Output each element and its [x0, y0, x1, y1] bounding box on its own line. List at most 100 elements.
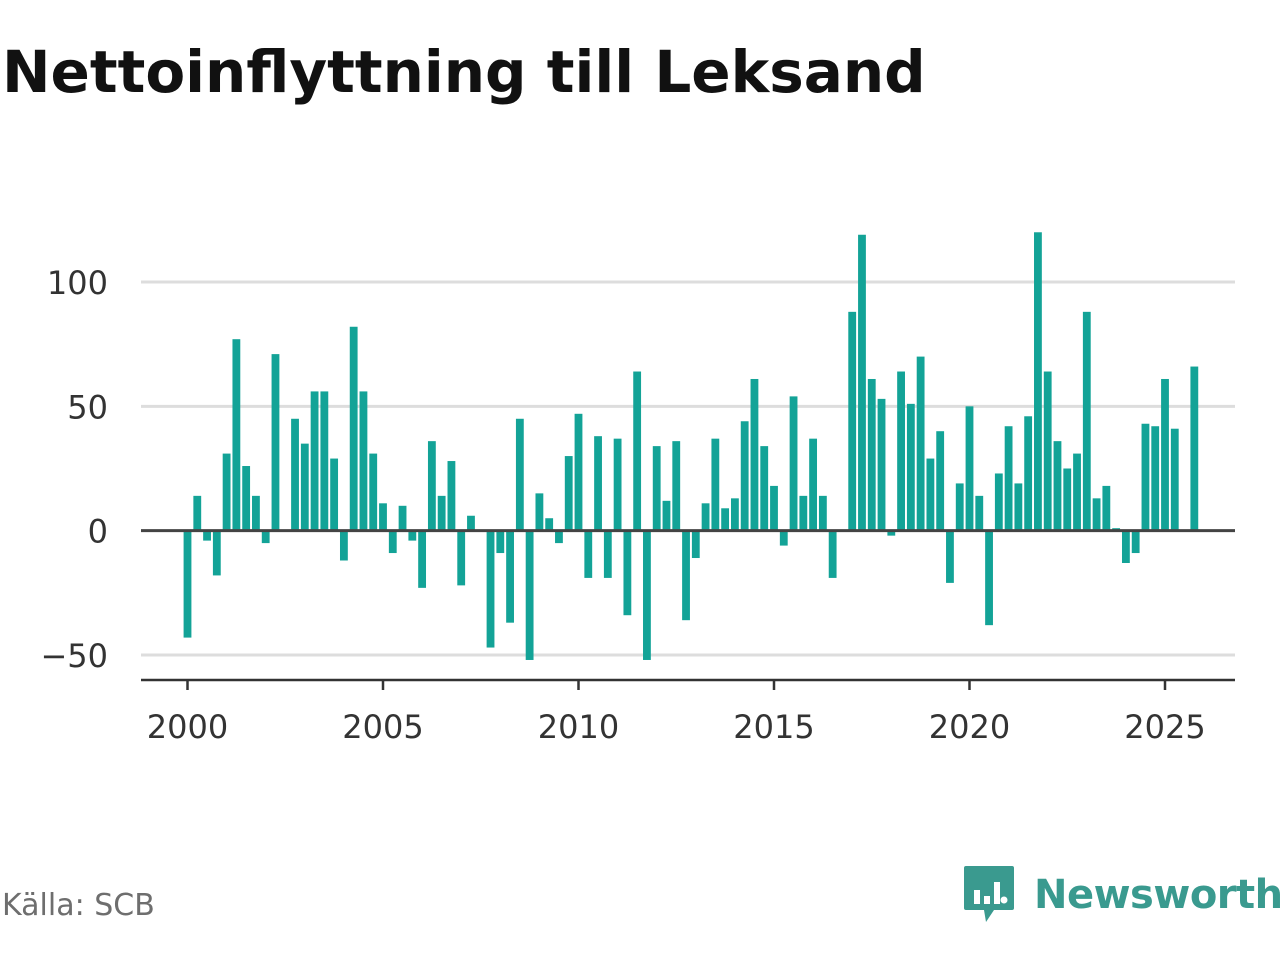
bar — [1063, 468, 1072, 531]
bar — [379, 503, 387, 531]
bar-chart: 100 50 0 −50 2000 2005 2010 2015 2020 2025 — [40, 232, 1235, 746]
bar — [359, 391, 368, 531]
bar — [564, 456, 573, 531]
y-tick-label: 50 — [67, 388, 108, 426]
bar — [1024, 416, 1033, 531]
bar — [916, 356, 925, 531]
x-tick-label: 2000 — [147, 708, 228, 746]
bar — [574, 413, 583, 531]
bar — [662, 500, 671, 531]
logo-dot — [1000, 896, 1008, 904]
bar — [1082, 311, 1091, 531]
bar — [408, 530, 417, 541]
x-axis: 2000 2005 2010 2015 2020 2025 — [141, 678, 1235, 746]
bar — [1004, 426, 1013, 531]
bar — [789, 396, 798, 531]
bar — [779, 530, 788, 546]
y-tick-label: 100 — [47, 264, 108, 302]
bar — [1014, 483, 1023, 531]
bar — [799, 495, 808, 531]
bar — [535, 493, 544, 531]
bar — [398, 505, 407, 531]
bar — [623, 530, 632, 616]
bar — [1141, 423, 1150, 531]
bar — [242, 466, 251, 531]
bar — [848, 311, 857, 531]
bar — [1102, 485, 1111, 531]
bar — [467, 515, 475, 531]
x-tick-label: 2005 — [342, 708, 423, 746]
bar — [525, 530, 534, 660]
bar — [858, 234, 866, 531]
x-tick-label: 2015 — [733, 708, 814, 746]
bar — [730, 498, 739, 531]
bar — [906, 403, 915, 531]
bar — [486, 530, 495, 648]
bar — [1073, 453, 1081, 531]
bar — [427, 441, 436, 531]
bar — [594, 436, 602, 531]
bar — [877, 398, 886, 531]
bar — [252, 495, 260, 531]
speech-bubble-shape — [964, 866, 1014, 922]
logo-bar — [994, 882, 1000, 904]
bar — [369, 453, 378, 531]
logo-bar — [984, 896, 990, 904]
bar — [203, 530, 211, 541]
bar — [300, 443, 309, 531]
bar — [457, 530, 466, 586]
bar — [1092, 498, 1101, 531]
bar — [946, 530, 954, 583]
bar — [320, 391, 329, 531]
bar — [506, 530, 514, 623]
bar — [447, 461, 456, 531]
bar — [985, 530, 993, 626]
bar — [711, 438, 720, 531]
brand-name: Newsworthy — [1034, 872, 1280, 918]
bar — [603, 530, 612, 578]
bar — [339, 530, 348, 561]
bar — [691, 530, 700, 559]
bar — [418, 530, 427, 588]
bar — [212, 530, 221, 576]
bar — [222, 453, 231, 531]
bar — [613, 438, 622, 531]
bar — [965, 406, 974, 531]
bar — [1131, 530, 1140, 554]
bar — [760, 446, 769, 531]
bar — [291, 418, 299, 531]
bar — [887, 530, 896, 536]
y-tick-label: 0 — [88, 513, 108, 551]
y-axis: 100 50 0 −50 — [40, 264, 108, 675]
bar — [310, 391, 319, 531]
bar — [955, 483, 964, 531]
bar — [867, 378, 876, 531]
chart-title: Nettoinflyttning till Leksand — [2, 38, 926, 106]
bar — [1034, 232, 1042, 531]
bar — [975, 495, 984, 531]
bar — [555, 530, 563, 544]
x-tick-label: 2010 — [538, 708, 619, 746]
bar — [1151, 426, 1160, 531]
bar — [388, 530, 397, 554]
bar — [721, 508, 730, 531]
bar — [1043, 371, 1052, 531]
bar — [232, 339, 241, 531]
bar — [1190, 366, 1199, 531]
bar — [770, 485, 778, 531]
newsworthy-logo[interactable]: Newsworthy — [962, 864, 1280, 926]
bar — [809, 438, 818, 531]
source-note: Källa: SCB — [2, 888, 155, 923]
bar — [740, 421, 749, 531]
bar — [672, 441, 681, 531]
bar — [652, 446, 661, 531]
bar — [183, 530, 192, 638]
logo-bar — [974, 890, 980, 904]
bar — [994, 473, 1003, 531]
bar — [349, 326, 358, 531]
bar — [897, 371, 905, 531]
bar — [271, 354, 280, 531]
bar — [1121, 530, 1130, 563]
bar — [193, 495, 202, 531]
bar — [545, 518, 554, 531]
